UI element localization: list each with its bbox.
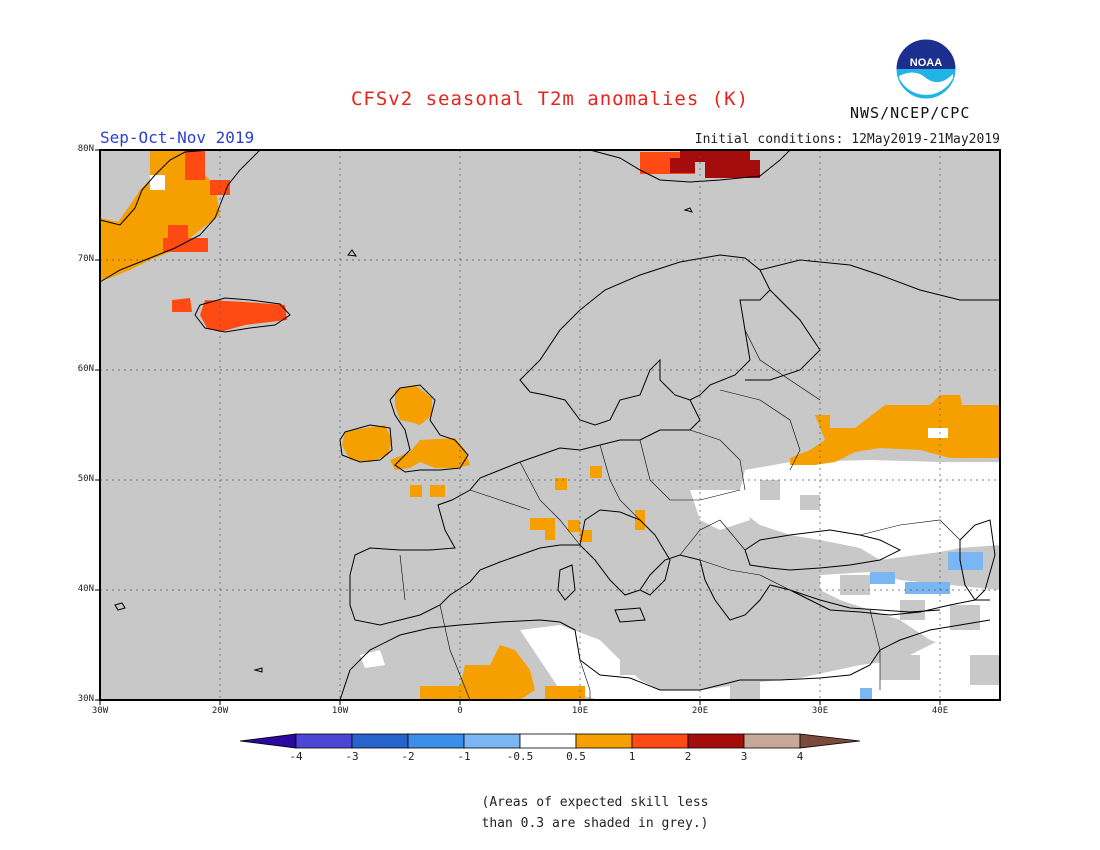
warm-anomaly-05-1	[100, 150, 1000, 700]
lon-label: 30W	[91, 706, 109, 716]
lon-label: 10E	[571, 706, 589, 716]
colorbar	[239, 733, 861, 749]
season-label: Sep-Oct-Nov 2019	[100, 128, 255, 147]
logo-text: NOAA	[910, 57, 942, 69]
colorbar-label: 4	[796, 750, 804, 763]
colorbar-right-arrow	[799, 733, 861, 749]
colorbar-label: -1	[457, 750, 471, 763]
lat-label: 30N	[77, 694, 94, 704]
colorbar-label: -3	[345, 750, 359, 763]
noaa-logo: NOAA	[895, 38, 957, 100]
colorbar-cell	[463, 733, 521, 749]
lat-label: 50N	[77, 474, 94, 484]
map-title: CFSv2 seasonal T2m anomalies (K)	[350, 88, 750, 110]
colorbar-cell	[519, 733, 577, 749]
initial-conditions: Initial conditions: 12May2019-21May2019	[694, 132, 1000, 147]
colorbar-label: 1	[628, 750, 636, 763]
axis-ticks	[95, 149, 941, 705]
skill-footnote: (Areas of expected skill less than 0.3 a…	[450, 792, 740, 834]
graticule	[100, 150, 1000, 700]
colorbar-cell	[631, 733, 689, 749]
colorbar-cell	[743, 733, 801, 749]
colorbar-left-arrow	[239, 733, 297, 749]
colorbar-cell	[351, 733, 409, 749]
colorbar-label: -4	[289, 750, 303, 763]
colorbar-label: -0.5	[506, 750, 534, 763]
lon-label: 20E	[691, 706, 709, 716]
colorbar-cell	[295, 733, 353, 749]
colorbar-label: 3	[740, 750, 748, 763]
lon-label: 40E	[931, 706, 949, 716]
lon-label: 10W	[331, 706, 349, 716]
warm-anomaly-2-3	[670, 150, 760, 178]
footnote-line: than 0.3 are shaded in grey.)	[481, 816, 709, 831]
colorbar-label: -2	[401, 750, 415, 763]
coastlines	[99, 149, 1000, 701]
lat-label: 60N	[77, 364, 94, 374]
lat-label: 80N	[77, 144, 94, 154]
agency-label: NWS/NCEP/CPC	[850, 104, 971, 122]
lon-label: 0	[457, 706, 463, 716]
colorbar-label: 2	[684, 750, 692, 763]
colorbar-cell	[687, 733, 745, 749]
country-borders	[399, 329, 961, 701]
footnote-line: (Areas of expected skill less	[481, 795, 709, 810]
lon-label: 30E	[811, 706, 829, 716]
colorbar-cell	[575, 733, 633, 749]
colorbar-label: 0.5	[566, 750, 586, 763]
colorbar-cell	[407, 733, 465, 749]
lon-label: 20W	[211, 706, 229, 716]
cool-anomaly-05-1	[860, 552, 983, 700]
map-frame	[99, 149, 1001, 701]
lat-label: 40N	[77, 584, 94, 594]
near-normal-spots	[150, 175, 948, 438]
lat-label: 70N	[77, 254, 94, 264]
